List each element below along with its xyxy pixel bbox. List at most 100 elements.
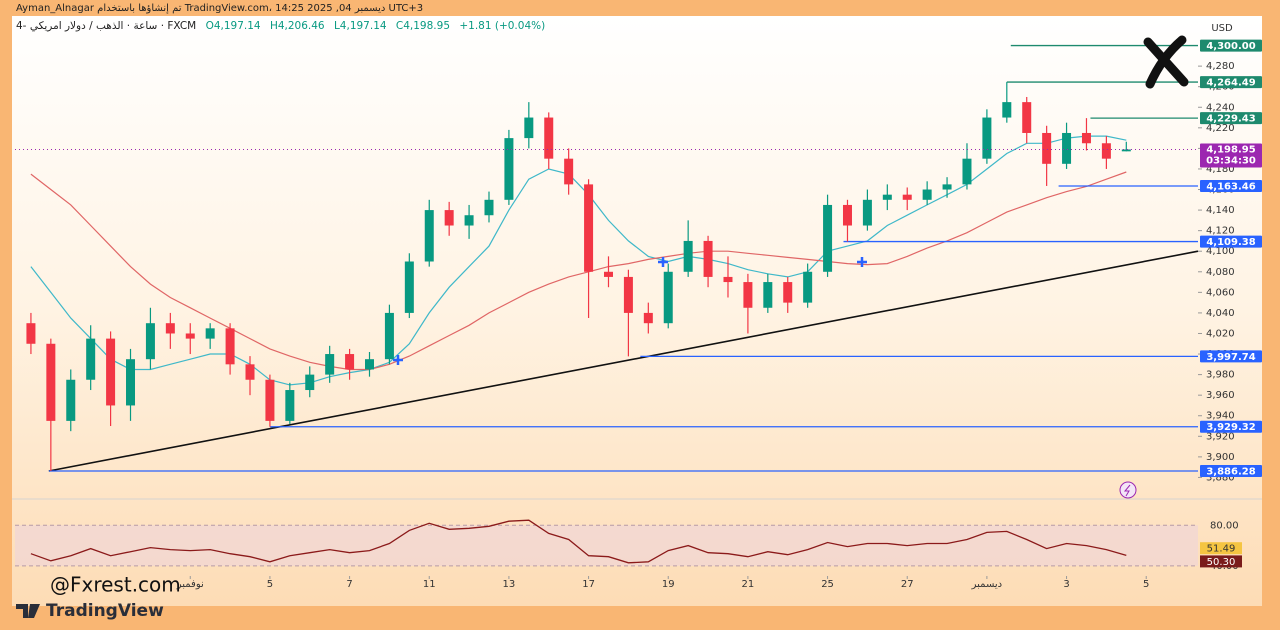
y-tick-label: 3,960 [1206,390,1235,401]
candle-body [643,312,653,324]
rsi-tag [1200,542,1242,555]
y-tick-label: 4,140 [1206,205,1235,216]
candle-body [345,354,355,370]
candle-body [544,117,554,159]
rsi-tag-label: 50.30 [1207,557,1236,568]
candle-body [205,328,215,339]
chart-background [12,16,1262,606]
last-price-label: 4,198.95 [1206,144,1255,155]
y-tick-label: 3,980 [1206,370,1235,381]
rsi-band [15,525,1198,566]
trendline [48,250,1199,472]
y-tick-label: 4,160 [1206,185,1235,196]
level-tag [1200,112,1262,125]
candle-body [842,204,852,226]
level-tag [1200,39,1262,52]
candle-body [743,282,753,308]
x-tick-label: 13 [503,579,516,590]
level-label: 3,886.28 [1206,466,1255,477]
candle-body [305,374,315,391]
level-label: 4,229.43 [1206,114,1255,125]
logo-x [1143,35,1189,89]
candle-body [663,271,673,324]
candle-body [66,379,76,421]
y-tick-label: 4,040 [1206,308,1235,319]
candle-body [982,117,992,159]
y-tick-label: 4,180 [1206,164,1235,175]
symbol-header: 4- ساعة · الذهب / دولار امريكي · FXCM O4… [16,20,551,32]
x-tick-label: 17 [582,579,595,590]
rsi-tag [1200,555,1242,568]
candle-body [285,390,295,421]
candle-body [564,158,574,185]
y-tick-label: 3,920 [1206,431,1235,442]
y-tick-label: 4,120 [1206,226,1235,237]
countdown: 03:34:30 [1206,155,1256,166]
rsi-tag-label: 51.49 [1207,544,1236,555]
y-tick-label: 4,280 [1206,61,1235,72]
x-tick-label: 19 [662,579,675,590]
candle-body [962,158,972,185]
ohlc-open: O4,197.14 [205,20,261,32]
y-tick-label: 4,020 [1206,328,1235,339]
y-tick-label: 4,060 [1206,287,1235,298]
brand: TradingView [46,601,164,621]
y-tick-label: 4,240 [1206,102,1235,113]
x-tick-label: 21 [742,579,755,590]
ohlc-close: C4,198.95 [395,20,450,32]
pane-divider [12,498,1262,500]
candle-body [126,359,136,406]
level-label: 4,109.38 [1206,237,1255,248]
x-tick-label: 11 [423,579,436,590]
candle-body [106,338,116,406]
candle-body [603,271,613,277]
cross-markers [393,257,867,365]
candle-body [882,194,892,200]
level-label: 3,929.32 [1206,422,1255,433]
y-tick-label: 3,900 [1206,452,1235,463]
candle-body [165,323,175,334]
level-tag [1200,76,1262,89]
x-tick-label: 3 [1063,579,1069,590]
x-tick-label: 7 [346,579,352,590]
y-tick-label: 3,880 [1206,472,1235,483]
y-tick-label: 4,200 [1206,143,1235,154]
ohlc-high: H4,206.46 [269,20,325,32]
brand-icon [16,604,40,618]
x-tick-label: 25 [821,579,834,590]
y-tick-label: 4,080 [1206,267,1235,278]
candle-body [424,210,434,262]
candle-body [683,240,693,272]
x-tick-label: 27 [901,579,914,590]
y-tick-label: 4,220 [1206,123,1235,134]
candle-body [623,276,633,313]
candle-body [1022,102,1032,133]
moving-average [30,135,1127,386]
candle-body [265,379,275,421]
y-tick-label: 4,000 [1206,349,1235,360]
change: +1.81 (+0.04%) [459,20,546,32]
candle-body [922,189,932,200]
candle-body [145,323,155,360]
candle-body [225,328,235,365]
candle-body [1062,132,1072,164]
level-label: 3,997.74 [1206,352,1255,363]
ohlc-low: L4,197.14 [333,20,387,32]
candle-body [404,261,414,313]
level-label: 4,163.46 [1206,181,1255,192]
candle-body [86,338,96,380]
candle-body [185,333,195,339]
y-tick-label: 3,940 [1206,411,1235,422]
candle-body [325,354,335,375]
candle-body [823,204,833,272]
candle-body [384,312,394,360]
y-tick-label: 4,100 [1206,246,1235,257]
watermark: @Fxrest.com [50,573,181,597]
candle-body [803,271,813,303]
candle-body [26,323,36,344]
x-tick-label: 5 [267,579,273,590]
symbol: 4- ساعة · الذهب / دولار امريكي · FXCM [16,20,197,32]
lightning-icon [1119,481,1137,499]
